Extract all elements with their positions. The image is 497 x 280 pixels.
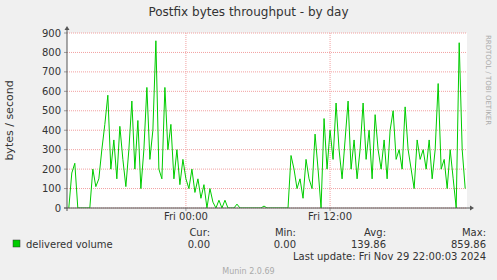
grid-line <box>67 149 467 150</box>
y-tick-label: 600 <box>42 86 61 97</box>
legend-stat-value: 859.86 <box>451 239 486 250</box>
y-axis-arrow <box>65 26 70 30</box>
y-axis-label: bytes / second <box>3 80 16 160</box>
legend-stat-header: Min: <box>275 227 296 238</box>
x-tick-label: Fri 00:00 <box>164 211 208 222</box>
y-tick-label: 900 <box>42 28 61 39</box>
y-tick-label: 0 <box>55 203 61 214</box>
grid-line <box>67 188 467 189</box>
y-tick-label: 300 <box>42 144 61 155</box>
legend-label: delivered volume <box>26 239 113 250</box>
y-tick-label: 800 <box>42 47 61 58</box>
legend-stat-header: Cur: <box>189 227 210 238</box>
legend-stat-value: 0.00 <box>274 239 296 250</box>
data-group <box>69 41 465 208</box>
legend-stat-value: 139.86 <box>351 239 386 250</box>
grid-line <box>67 52 467 53</box>
y-tick-label: 200 <box>42 164 61 175</box>
legend-stat-value: 0.00 <box>188 239 210 250</box>
background <box>0 0 497 280</box>
y-tick-label: 500 <box>42 105 61 116</box>
legend-stat-header: Avg: <box>364 227 386 238</box>
series-line <box>69 41 465 208</box>
legend-swatch <box>13 240 20 247</box>
last-update: Last update: Fri Nov 29 22:00:03 2024 <box>293 251 486 262</box>
grid-line <box>330 33 331 208</box>
y-tick-label: 100 <box>42 183 61 194</box>
x-axis-arrow <box>470 206 474 211</box>
legend-stat-header: Max: <box>462 227 486 238</box>
grid-line <box>67 33 467 34</box>
x-tick-label: Fri 12:00 <box>308 211 352 222</box>
grid-line <box>185 33 186 208</box>
x-axis <box>64 208 471 209</box>
footer: Munin 2.0.69 <box>222 267 274 276</box>
grid-line <box>67 91 467 92</box>
y-tick-label: 700 <box>42 66 61 77</box>
watermark: RRDTOOL / TOBI OETIKER <box>484 35 492 125</box>
grid-line <box>67 71 467 72</box>
plot-area <box>67 33 467 208</box>
title: Postfix bytes throughput - by day <box>148 5 348 19</box>
grid-line <box>67 110 467 111</box>
y-tick-label: 400 <box>42 125 61 136</box>
chart: Postfix bytes throughput - by day bytes /… <box>0 0 497 280</box>
y-axis <box>67 29 68 211</box>
